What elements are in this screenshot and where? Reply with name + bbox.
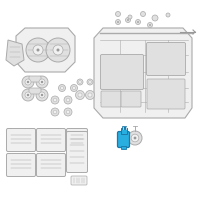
FancyBboxPatch shape [147, 79, 185, 109]
Circle shape [116, 11, 120, 17]
FancyBboxPatch shape [101, 91, 121, 107]
Circle shape [149, 24, 151, 26]
FancyBboxPatch shape [71, 176, 87, 185]
Circle shape [57, 48, 60, 51]
Circle shape [117, 21, 119, 23]
Circle shape [51, 108, 59, 116]
Circle shape [78, 93, 82, 97]
Polygon shape [6, 40, 24, 66]
Circle shape [33, 45, 43, 55]
Circle shape [137, 21, 139, 23]
Circle shape [27, 94, 29, 96]
Bar [121, 146, 126, 149]
Circle shape [79, 81, 81, 83]
FancyBboxPatch shape [146, 43, 186, 75]
Bar [120, 128, 127, 134]
FancyBboxPatch shape [6, 154, 36, 176]
FancyBboxPatch shape [121, 91, 141, 107]
Circle shape [39, 79, 45, 85]
Circle shape [152, 15, 158, 21]
FancyBboxPatch shape [29, 76, 41, 82]
FancyBboxPatch shape [6, 129, 36, 152]
Circle shape [22, 76, 34, 88]
Circle shape [76, 90, 84, 99]
Circle shape [51, 96, 59, 104]
Circle shape [127, 19, 129, 21]
Circle shape [86, 90, 95, 99]
FancyBboxPatch shape [29, 88, 41, 94]
Circle shape [53, 98, 57, 102]
Circle shape [46, 38, 70, 62]
Circle shape [166, 13, 170, 17]
Polygon shape [16, 28, 75, 72]
Circle shape [25, 92, 31, 98]
Circle shape [39, 92, 45, 98]
Circle shape [36, 76, 48, 88]
Circle shape [53, 110, 57, 114]
FancyBboxPatch shape [118, 132, 130, 148]
Circle shape [66, 98, 70, 102]
FancyBboxPatch shape [36, 154, 66, 176]
Circle shape [27, 81, 29, 83]
Circle shape [64, 108, 72, 116]
Circle shape [66, 110, 70, 114]
Circle shape [53, 45, 63, 55]
Circle shape [134, 137, 136, 139]
FancyBboxPatch shape [66, 129, 88, 152]
Circle shape [41, 81, 43, 83]
Circle shape [126, 18, 130, 22]
Circle shape [26, 38, 50, 62]
Circle shape [41, 94, 43, 96]
Circle shape [70, 84, 78, 92]
Circle shape [116, 20, 120, 24]
Polygon shape [94, 28, 192, 118]
Circle shape [36, 89, 48, 101]
Circle shape [64, 96, 72, 104]
FancyBboxPatch shape [66, 132, 88, 172]
Circle shape [131, 134, 139, 142]
FancyBboxPatch shape [36, 129, 66, 152]
Bar [122, 126, 126, 129]
Circle shape [148, 22, 153, 27]
Circle shape [128, 15, 132, 19]
Circle shape [25, 79, 31, 85]
FancyBboxPatch shape [101, 54, 144, 90]
Circle shape [88, 93, 92, 97]
Circle shape [89, 81, 91, 83]
Circle shape [22, 89, 34, 101]
Circle shape [140, 11, 146, 17]
Circle shape [136, 20, 140, 24]
Circle shape [36, 48, 40, 51]
Circle shape [77, 79, 83, 85]
Circle shape [58, 84, 66, 92]
Circle shape [87, 79, 93, 85]
Circle shape [60, 86, 64, 90]
Circle shape [72, 86, 76, 90]
Circle shape [128, 131, 142, 145]
